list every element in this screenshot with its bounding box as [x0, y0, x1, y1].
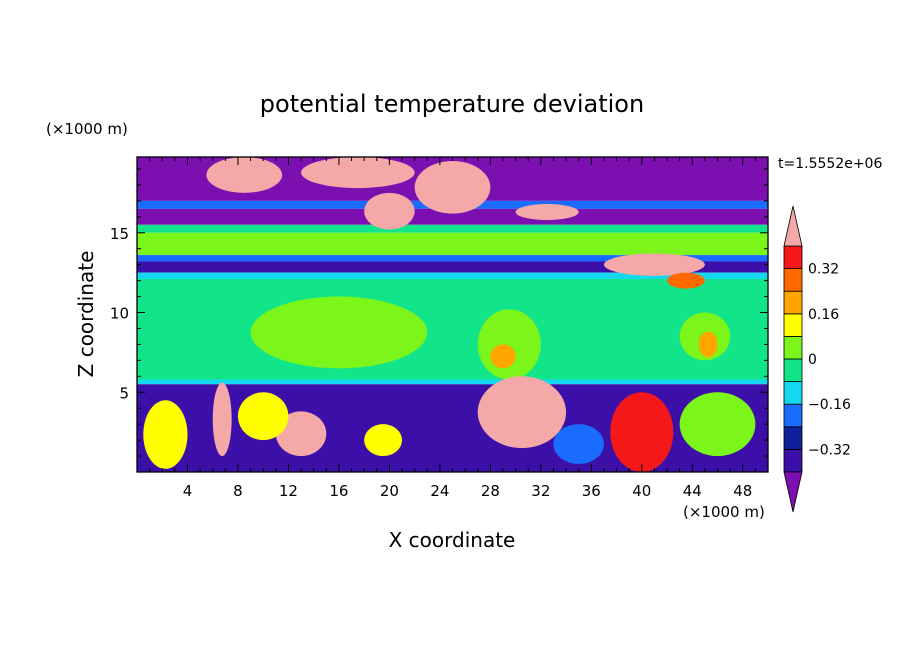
plot-field [137, 157, 768, 472]
colorbar-label: 0 [808, 352, 817, 368]
colorbar-box [783, 313, 803, 337]
colorbar-label: 0.32 [808, 262, 839, 278]
y-tick-label: 15 [110, 225, 129, 243]
anomaly-3 [364, 192, 415, 230]
band-9 [137, 379, 768, 385]
x-axis-unit: (×1000 m) [683, 503, 765, 521]
colorbar-box [783, 245, 803, 270]
anomaly-17 [143, 400, 188, 469]
x-tick-label: 20 [380, 482, 399, 500]
x-tick-label: 24 [430, 482, 449, 500]
x-tick-label: 16 [329, 482, 348, 500]
y-tick-label: 5 [119, 384, 129, 402]
colorbar-box [783, 381, 803, 405]
anomaly-21 [553, 424, 604, 465]
band-8 [137, 279, 768, 380]
time-label: t=1.5552e+06 [778, 156, 882, 172]
band-4 [137, 232, 768, 256]
anomaly-9 [490, 344, 516, 369]
x-axis-label: X coordinate [389, 528, 516, 552]
x-tick-label: 12 [279, 482, 298, 500]
colorbar-label: −0.32 [808, 442, 851, 458]
anomaly-12 [212, 382, 232, 457]
anomaly-7 [250, 296, 428, 369]
band-6 [137, 261, 768, 273]
anomaly-6 [667, 272, 705, 289]
colorbar-top-triangle [783, 205, 803, 247]
chart-title: potential temperature deviation [260, 90, 644, 118]
colorbar-box [783, 426, 803, 450]
colorbar-box [783, 335, 803, 360]
anomaly-1 [301, 157, 415, 189]
x-tick-label: 36 [582, 482, 601, 500]
x-tick-label: 8 [233, 482, 243, 500]
anomaly-2 [414, 160, 491, 214]
band-3 [137, 224, 768, 233]
colorbar-box [783, 403, 803, 428]
anomaly-11 [698, 331, 718, 358]
band-2 [137, 208, 768, 225]
anomaly-5 [603, 253, 705, 276]
colorbar: −0.32 −0.16 0 0.16 0.32 [783, 205, 851, 513]
anomaly-8 [477, 309, 541, 380]
x-tick-label: 32 [531, 482, 550, 500]
anomaly-18 [237, 392, 289, 441]
anomaly-14 [477, 376, 567, 449]
colorbar-bottom-triangle [783, 471, 803, 513]
band-7 [137, 272, 768, 280]
band-10 [137, 384, 768, 472]
x-tick-label: 4 [183, 482, 193, 500]
x-tick-label: 48 [733, 482, 752, 500]
x-tick-label: 28 [481, 482, 500, 500]
colorbar-box [783, 448, 803, 473]
y-tick-label: 10 [110, 305, 129, 323]
x-axis: 4 8 12 16 20 24 28 32 36 40 44 48 [149, 157, 756, 500]
y-axis-unit: (×1000 m) [46, 120, 128, 138]
colorbar-label: 0.16 [808, 307, 839, 323]
x-tick-label: 44 [683, 482, 702, 500]
anomaly-19 [364, 424, 403, 457]
band-5 [137, 255, 768, 262]
y-axis-label: Z coordinate [74, 251, 98, 378]
anomaly-4 [515, 204, 579, 220]
x-tick-label: 40 [632, 482, 651, 500]
colorbar-box [783, 290, 803, 315]
colorbar-box [783, 358, 803, 383]
anomaly-13 [275, 411, 327, 457]
anomaly-16 [610, 392, 674, 472]
anomaly-20 [679, 392, 756, 457]
anomaly-0 [206, 157, 283, 193]
y-axis: 5 10 15 [110, 168, 768, 457]
colorbar-label: −0.16 [808, 397, 851, 413]
colorbar-box [783, 268, 803, 292]
